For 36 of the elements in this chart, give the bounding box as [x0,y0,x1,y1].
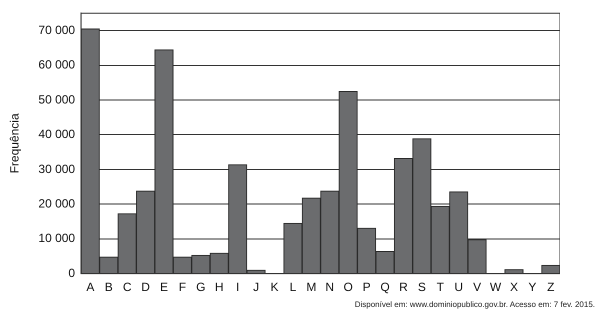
x-tick-label: R [399,280,408,294]
x-tick-label: K [270,280,279,294]
x-tick-label: M [306,280,316,294]
x-tick-label: V [473,280,482,294]
x-tick-label: W [490,280,502,294]
x-tick-label: O [344,280,353,294]
x-tick-label: L [290,280,297,294]
x-tick-label: F [178,280,186,294]
y-tick-label: 60 000 [38,58,76,72]
x-tick-label: S [418,280,426,294]
x-tick-label: C [122,280,132,294]
x-tick-label: P [362,280,371,294]
x-tick-label: J [253,280,260,294]
y-axis-title: Frequência [8,113,22,174]
x-tick-label: B [104,280,113,294]
x-tick-label: G [196,280,206,294]
y-tick-label: 40 000 [38,127,76,142]
y-tick-label: 10 000 [38,231,76,246]
y-tick-label: 50 000 [38,92,76,106]
x-tick-label: E [160,280,168,294]
y-tick-label: 30 000 [38,162,76,176]
text: Disponível em: www.dominiopublico.gov.br. Acesso em: 7 fev. 2015. [354,300,595,309]
x-tick-label: U [454,280,464,294]
x-tick-label: Y [528,280,536,294]
y-tick-label: 70 000 [38,22,76,37]
x-tick-label: D [141,280,150,294]
x-tick-label: X [510,280,518,294]
x-tick-label: Q [380,280,390,294]
y-tick-label: 20 000 [38,196,76,210]
x-tick-label: H [214,280,224,294]
x-tick-label: A [86,280,94,294]
x-tick-label: T [436,280,445,294]
x-tick-label: Z [547,280,554,294]
y-tick-label: 0 [68,266,76,280]
x-tick-label: I [236,280,240,294]
x-tick-label: N [325,280,334,294]
